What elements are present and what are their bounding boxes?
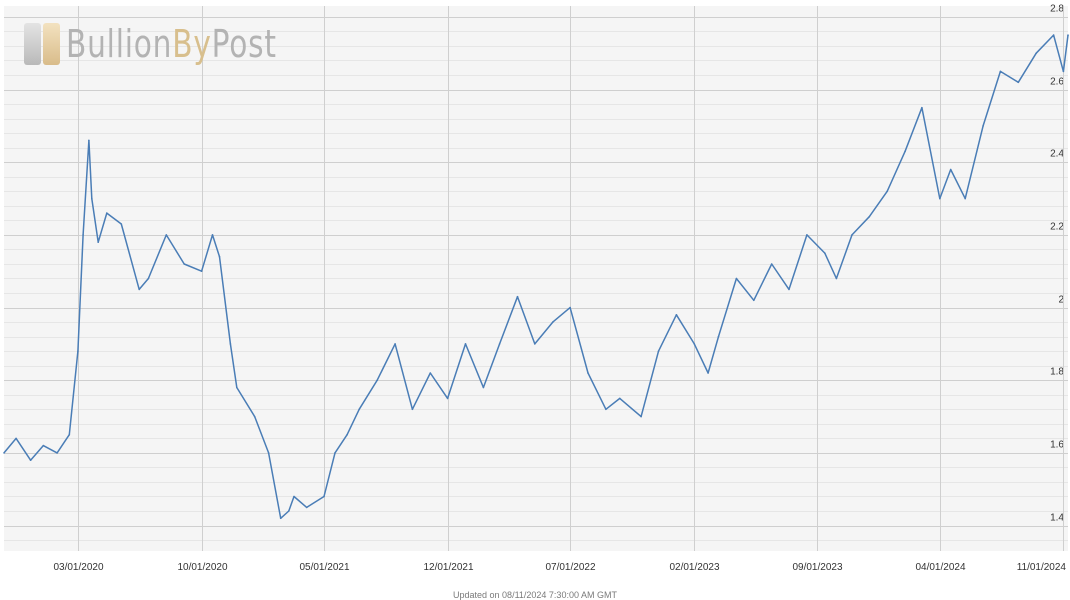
data-point	[788, 288, 790, 291]
data-point	[358, 408, 361, 411]
data-point	[482, 386, 485, 389]
x-tick-label: 10/01/2020	[177, 562, 227, 573]
data-point	[82, 234, 84, 236]
data-point	[29, 459, 32, 462]
data-point	[693, 343, 696, 345]
data-point	[218, 255, 221, 258]
data-point	[1052, 34, 1055, 36]
x-tick-label: 05/01/2021	[299, 562, 349, 573]
updated-timestamp: Updated on 08/11/2024 7:30:00 AM GMT	[453, 590, 617, 600]
data-point	[446, 397, 449, 400]
x-tick-label: 07/01/2022	[545, 562, 595, 573]
data-point	[147, 277, 150, 280]
data-point	[640, 415, 642, 418]
data-point	[138, 288, 140, 291]
data-point	[824, 252, 826, 254]
y-tick-label: 1.8	[1050, 367, 1064, 378]
data-point	[376, 379, 379, 382]
data-point	[886, 190, 888, 193]
data-point	[236, 386, 238, 389]
data-point	[675, 314, 678, 316]
data-point	[120, 223, 123, 225]
data-point	[68, 433, 71, 436]
y-tick-label: 2.4	[1050, 149, 1064, 160]
data-point	[279, 517, 282, 520]
data-point	[165, 234, 168, 236]
data-point	[735, 277, 738, 280]
data-point	[717, 335, 720, 338]
x-tick-label: 11/01/2024	[1017, 562, 1067, 573]
y-tick-label: 2	[1058, 295, 1064, 306]
data-point	[394, 343, 396, 345]
data-point	[498, 343, 501, 345]
data-point	[429, 372, 432, 374]
data-point	[707, 372, 709, 374]
x-tick-label: 12/01/2021	[423, 562, 473, 573]
data-point	[229, 343, 232, 345]
data-point	[1062, 70, 1065, 73]
data-point	[964, 197, 966, 200]
data-point	[323, 495, 325, 498]
data-point	[619, 397, 621, 400]
data-point	[334, 452, 336, 454]
data-point	[1035, 52, 1037, 54]
x-tick-label: 09/01/2023	[792, 562, 842, 573]
data-point	[1017, 81, 1020, 84]
data-point	[411, 408, 414, 411]
logo-wordmark: BullionByPost	[66, 22, 277, 66]
data-point	[288, 510, 290, 512]
data-point	[516, 295, 519, 298]
bullionbypost-logo: BullionByPost	[24, 22, 336, 66]
data-point	[293, 495, 295, 498]
data-point	[91, 197, 93, 200]
data-point	[657, 350, 660, 353]
data-point	[1067, 34, 1069, 36]
data-point	[605, 408, 607, 411]
data-point	[753, 299, 755, 302]
data-point	[211, 234, 214, 236]
data-point	[97, 241, 99, 243]
x-tick-label: 04/01/2024	[915, 562, 965, 573]
data-point	[868, 215, 871, 218]
data-point	[851, 234, 853, 236]
data-point	[921, 106, 923, 109]
data-point	[305, 506, 308, 509]
y-tick-label: 1.4	[1050, 513, 1064, 524]
y-tick-label: 2.8	[1050, 4, 1064, 15]
data-point	[552, 321, 554, 323]
data-point	[569, 306, 571, 309]
data-point	[77, 350, 79, 353]
x-tick-label: 03/01/2020	[53, 562, 103, 573]
y-tick-label: 2.2	[1050, 222, 1064, 233]
data-point	[3, 452, 5, 454]
gold-bars-icon	[24, 23, 60, 65]
data-point	[42, 444, 45, 447]
data-point	[56, 452, 58, 454]
data-point	[267, 452, 270, 454]
data-point	[835, 277, 838, 280]
y-tick-label: 2.6	[1050, 77, 1064, 88]
data-point	[15, 437, 17, 440]
data-point	[534, 343, 536, 345]
data-point	[587, 372, 589, 374]
data-point	[464, 343, 467, 345]
data-point	[183, 263, 185, 265]
data-point	[949, 168, 952, 171]
data-point	[999, 70, 1002, 73]
y-tick-label: 1.6	[1050, 440, 1064, 451]
data-point	[939, 197, 941, 200]
data-point	[806, 234, 808, 236]
data-point	[253, 415, 256, 418]
data-point	[106, 212, 108, 214]
x-tick-label: 02/01/2023	[669, 562, 719, 573]
data-point	[88, 139, 90, 142]
data-point	[982, 125, 984, 127]
data-point	[200, 270, 203, 273]
data-point	[904, 150, 906, 153]
data-point	[346, 433, 348, 436]
data-point	[770, 263, 773, 265]
